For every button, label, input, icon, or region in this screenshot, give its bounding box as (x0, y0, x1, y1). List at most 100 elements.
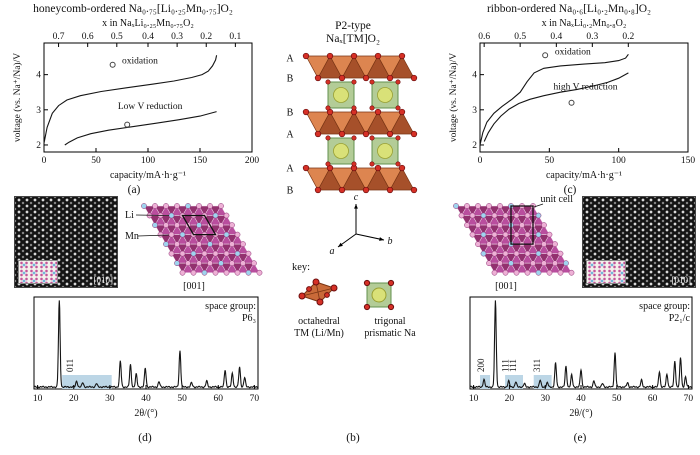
svg-text:2: 2 (472, 141, 477, 151)
panel-b-title-line2: Naₓ[TM]O₂ (326, 33, 380, 45)
tem-zone-axis-label-d: [010] (93, 275, 114, 285)
octahedral-tm-icon (298, 278, 338, 306)
svg-text:0.3: 0.3 (586, 32, 598, 42)
svg-text:311: 311 (532, 359, 542, 372)
svg-text:200: 200 (476, 358, 486, 372)
svg-text:c: c (354, 192, 359, 203)
svg-text:P2₁/c: P2₁/c (669, 313, 691, 324)
svg-text:Li: Li (125, 210, 134, 221)
svg-text:20: 20 (505, 394, 515, 404)
tem-inset-schematic (18, 260, 58, 284)
honeycomb-lattice-schematic: Li Mn [001] (125, 203, 263, 292)
panel-b-caption: (b) (346, 432, 360, 444)
svg-text:3: 3 (472, 106, 477, 116)
svg-text:2: 2 (36, 141, 41, 151)
svg-text:high V reduction: high V reduction (553, 82, 617, 92)
svg-text:20: 20 (69, 394, 79, 404)
svg-text:40: 40 (141, 394, 151, 404)
svg-text:0.7: 0.7 (53, 32, 65, 42)
svg-text:0.5: 0.5 (514, 32, 526, 42)
svg-text:space group:: space group: (639, 301, 690, 312)
svg-text:4: 4 (472, 71, 477, 81)
svg-text:0.3: 0.3 (171, 32, 183, 42)
voltage-chart-ribbon: x in NaₓLi₀.₂Mn₀.₈O₂ 0.6 0.5 0.4 0.3 0.2 0 50 10… (448, 18, 696, 181)
svg-text:0.4: 0.4 (142, 32, 154, 42)
key-title: key: (292, 262, 311, 273)
panel-d-caption: (d) (138, 432, 152, 444)
svg-text:A: A (286, 164, 294, 175)
svg-text:A: A (286, 130, 294, 141)
svg-text:0: 0 (42, 156, 47, 166)
svg-text:10: 10 (469, 394, 479, 404)
svg-text:50: 50 (545, 156, 555, 166)
svg-text:2θ/(°): 2θ/(°) (569, 408, 592, 419)
svg-text:60: 60 (214, 394, 224, 404)
svg-text:capacity/mA·h·g⁻¹: capacity/mA·h·g⁻¹ (110, 170, 186, 181)
svg-text:4: 4 (36, 71, 41, 81)
svg-text:30: 30 (105, 394, 115, 404)
panel-a-title: honeycomb-ordered Na₀.₇₅[Li₀.₂₅Mn₀.₇₅]O₂ (33, 3, 233, 15)
svg-text:0.2: 0.2 (200, 32, 212, 42)
svg-text:0.6: 0.6 (82, 32, 94, 42)
key-label-prismatic: trigonal prismatic Na (364, 316, 416, 339)
tem-image-honeycomb: [010] (14, 196, 118, 288)
svg-text:50: 50 (612, 394, 622, 404)
svg-text:0.5: 0.5 (111, 32, 123, 42)
xrd-chart-ribbon: 10 20 30 40 50 60 70 2θ/(°) space group:P2₁/c 200… (469, 296, 694, 419)
na-prism-icon (363, 279, 395, 311)
svg-text:B: B (287, 186, 294, 197)
svg-text:a: a (330, 246, 335, 257)
svg-text:voltage (vs. Na⁺/Na)/V: voltage (vs. Na⁺/Na)/V (448, 53, 459, 142)
tem-image-ribbon: [010] (582, 196, 696, 288)
voltage-chart-honeycomb: x in NaₓLi₀.₂₅Mn₀.₇₅O₂ 0.7 0.6 0.5 0.4 0.3 0.2… (12, 18, 260, 181)
tem-zone-axis-label-e: [010] (671, 275, 692, 285)
svg-text:111: 111 (508, 359, 518, 372)
panel-e-caption: (e) (573, 432, 587, 444)
svg-text:0.4: 0.4 (550, 32, 562, 42)
svg-text:70: 70 (250, 394, 260, 404)
panel-c-title: ribbon-ordered Na₀.₆[Li₀.₂Mn₀.₈]O₂ (486, 3, 652, 15)
svg-text:voltage (vs. Na⁺/Na)/V: voltage (vs. Na⁺/Na)/V (12, 53, 23, 142)
svg-text:50: 50 (91, 156, 101, 166)
svg-text:2θ/(°): 2θ/(°) (134, 408, 157, 419)
svg-text:x in NaₓLi₀.₂Mn₀.₈O₂: x in NaₓLi₀.₂Mn₀.₈O₂ (542, 18, 627, 29)
svg-text:40: 40 (576, 394, 586, 404)
svg-text:Low V reduction: Low V reduction (118, 102, 183, 112)
svg-text:0.1: 0.1 (229, 32, 241, 42)
svg-text:Mn: Mn (125, 231, 139, 242)
tem-inset-schematic-e (586, 260, 626, 284)
key-label-octahedral: octahedral TM (Li/Mn) (294, 316, 344, 339)
svg-text:unit cell: unit cell (541, 194, 574, 205)
svg-text:150: 150 (193, 156, 208, 166)
svg-text:B: B (287, 74, 294, 85)
svg-text:011: 011 (65, 359, 75, 372)
panel-b-title-line1: P2-type (335, 20, 371, 32)
svg-text:[001]: [001] (183, 281, 205, 292)
svg-text:oxidation: oxidation (555, 47, 591, 57)
xrd-chart-honeycomb: 10 20 30 40 50 60 70 2θ/(°) space group:P6₃ 011 (33, 296, 260, 419)
svg-text:A: A (286, 54, 294, 65)
svg-text:x in NaₓLi₀.₂₅Mn₀.₇₅O₂: x in NaₓLi₀.₂₅Mn₀.₇₅O₂ (102, 18, 194, 29)
svg-text:capacity/mA·h·g⁻¹: capacity/mA·h·g⁻¹ (546, 170, 622, 181)
svg-text:[001]: [001] (495, 281, 517, 292)
svg-text:30: 30 (540, 394, 550, 404)
svg-text:3: 3 (36, 106, 41, 116)
panel-c-caption: (c) (563, 184, 577, 196)
svg-text:0.2: 0.2 (622, 32, 634, 42)
svg-text:P6₃: P6₃ (242, 313, 256, 324)
svg-text:B: B (287, 108, 294, 119)
svg-text:100: 100 (612, 156, 627, 166)
ribbon-lattice-schematic: unit cell [001] (453, 194, 575, 292)
svg-text:oxidation: oxidation (122, 56, 158, 66)
svg-text:200: 200 (245, 156, 260, 166)
svg-text:space group:: space group: (205, 301, 256, 312)
svg-text:100: 100 (141, 156, 156, 166)
svg-text:10: 10 (33, 394, 43, 404)
svg-text:70: 70 (684, 394, 694, 404)
svg-text:60: 60 (648, 394, 658, 404)
svg-text:50: 50 (177, 394, 187, 404)
svg-text:150: 150 (681, 156, 696, 166)
svg-text:0.6: 0.6 (478, 32, 490, 42)
